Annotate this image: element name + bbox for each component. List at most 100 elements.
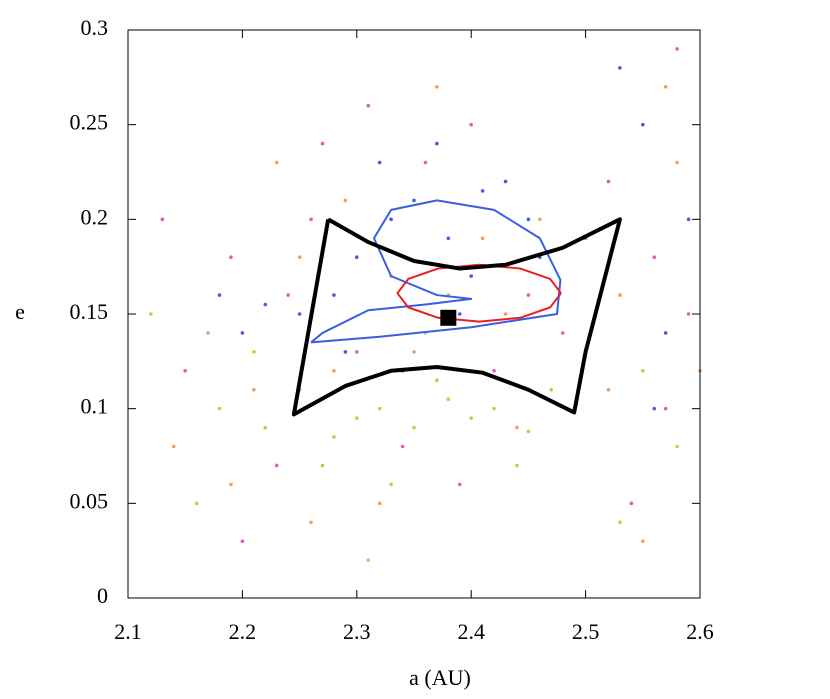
plot-frame xyxy=(127,29,701,599)
point xyxy=(320,463,325,468)
point xyxy=(423,160,428,165)
point xyxy=(457,312,462,316)
point xyxy=(652,406,657,411)
point xyxy=(606,387,611,392)
point xyxy=(503,312,508,316)
point xyxy=(446,236,451,241)
point xyxy=(469,122,474,127)
point xyxy=(274,160,279,165)
point xyxy=(652,255,657,259)
point xyxy=(286,293,290,297)
y-tick-label: 0.25 xyxy=(70,110,109,135)
point xyxy=(332,369,336,373)
point xyxy=(686,312,691,316)
point xyxy=(435,141,439,146)
point xyxy=(549,387,554,392)
point xyxy=(297,312,302,316)
point xyxy=(526,293,531,297)
point xyxy=(297,255,302,259)
point xyxy=(366,103,371,108)
x-tick-label: 2.4 xyxy=(457,619,485,644)
point xyxy=(355,350,359,354)
point xyxy=(446,397,451,402)
point xyxy=(503,179,508,184)
point xyxy=(526,429,531,434)
point xyxy=(149,312,153,316)
point xyxy=(492,369,496,373)
point xyxy=(171,444,176,449)
point xyxy=(366,558,371,562)
y-tick-label: 0.15 xyxy=(70,299,109,324)
point xyxy=(274,463,279,468)
point xyxy=(663,85,668,89)
point xyxy=(355,255,359,259)
point xyxy=(515,463,519,468)
point xyxy=(686,217,691,222)
x-tick-label: 2.5 xyxy=(572,619,600,644)
point xyxy=(343,350,348,354)
point xyxy=(663,331,668,335)
point xyxy=(641,539,645,543)
point xyxy=(641,369,645,373)
curve xyxy=(396,263,562,323)
x-tick-label: 2.2 xyxy=(229,619,257,644)
point xyxy=(618,520,622,525)
point xyxy=(663,406,668,411)
point xyxy=(412,198,416,203)
point xyxy=(206,331,210,335)
marker xyxy=(440,309,457,326)
point xyxy=(377,160,382,165)
point xyxy=(675,160,679,165)
point xyxy=(618,66,622,70)
point xyxy=(252,350,256,354)
x-axis-label: a (AU) xyxy=(409,665,471,690)
point xyxy=(538,217,542,222)
point xyxy=(263,425,268,430)
point xyxy=(263,302,268,307)
point xyxy=(229,255,233,259)
point xyxy=(560,331,565,335)
point xyxy=(217,293,222,297)
point xyxy=(320,141,325,146)
point xyxy=(389,482,393,487)
point xyxy=(435,85,439,89)
point xyxy=(183,369,187,373)
point xyxy=(675,47,679,51)
x-tick-label: 2.1 xyxy=(114,619,142,644)
curve xyxy=(291,217,622,417)
y-tick-label: 0.05 xyxy=(70,488,109,513)
point xyxy=(492,406,496,411)
point xyxy=(469,416,474,420)
point xyxy=(629,501,634,506)
point xyxy=(240,331,245,335)
point xyxy=(309,520,313,525)
point xyxy=(480,189,485,193)
point xyxy=(435,378,439,383)
point xyxy=(457,482,462,487)
point xyxy=(355,416,359,420)
point xyxy=(240,539,245,543)
point xyxy=(377,501,382,506)
point xyxy=(332,435,336,439)
point xyxy=(675,444,679,449)
point xyxy=(400,444,405,449)
point xyxy=(309,217,313,222)
point xyxy=(526,217,531,222)
y-tick-label: 0.1 xyxy=(81,394,109,419)
point xyxy=(217,406,222,411)
point xyxy=(343,198,348,203)
y-tick-label: 0.2 xyxy=(81,204,109,229)
y-tick-label: 0 xyxy=(97,583,108,608)
point xyxy=(469,274,474,278)
point xyxy=(618,293,622,297)
y-axis-label: e xyxy=(15,299,25,324)
point xyxy=(515,425,519,430)
point xyxy=(412,350,416,354)
point xyxy=(229,482,233,487)
point xyxy=(480,236,485,241)
curve xyxy=(310,199,562,344)
point xyxy=(412,425,416,430)
x-tick-label: 2.6 xyxy=(686,619,714,644)
